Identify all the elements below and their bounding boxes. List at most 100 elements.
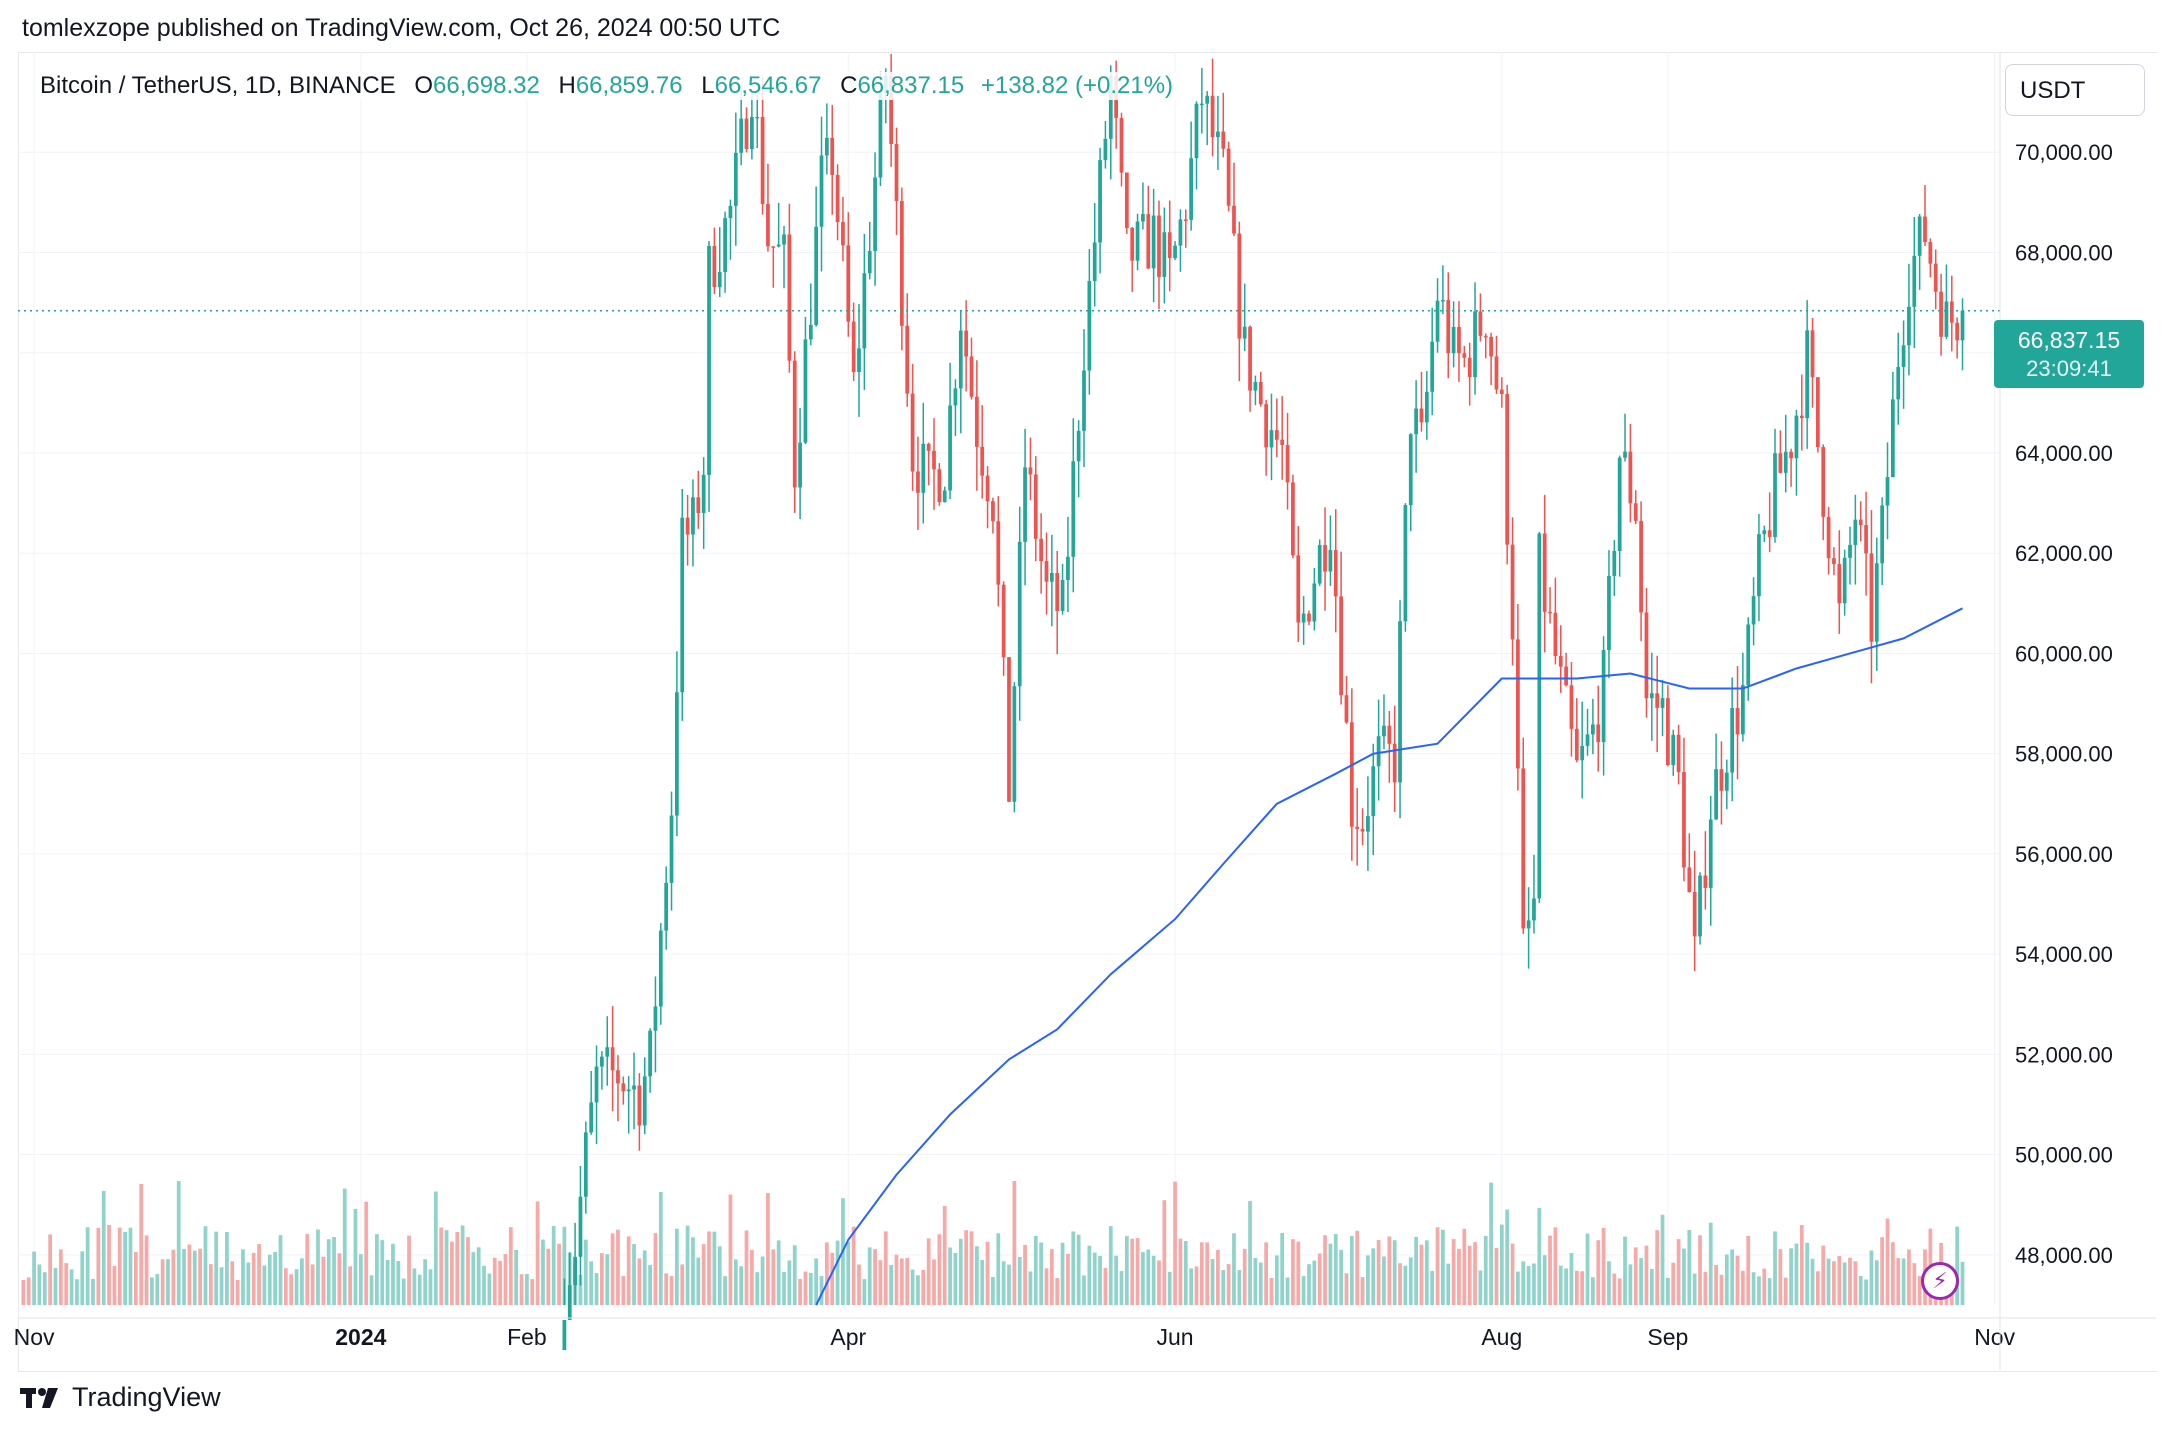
volume-bar [1392,1240,1397,1305]
volume-bar [1371,1248,1376,1305]
candle-body [610,1047,615,1071]
footer-brand[interactable]: TradingView [20,1382,221,1413]
volume-bar [1794,1243,1799,1305]
volume-bar [1569,1253,1574,1305]
symbol-name[interactable]: Bitcoin / TetherUS, 1D, BINANCE [40,72,396,99]
moving-average-line [815,607,1963,1306]
candle-body [1285,445,1290,483]
volume-bar [1087,1245,1092,1305]
volume-bar [353,1208,358,1305]
candle-body [707,246,711,475]
volume-bar [166,1259,170,1305]
candle-body [1253,381,1258,391]
volume-bar [958,1238,963,1305]
volume-bar [1623,1236,1627,1305]
candle-body [616,1070,620,1084]
volume-bar [187,1244,192,1305]
candle-body [1735,707,1740,735]
candle-body [1333,550,1338,597]
candle-body [1296,555,1301,623]
candle-body [1617,457,1622,551]
volume-bar [32,1251,36,1305]
volume-bar [1328,1243,1333,1305]
volume-bar [144,1235,149,1305]
volume-bar [1183,1240,1188,1305]
volume-bar [739,1266,744,1305]
volume-bar [1767,1278,1772,1305]
candlesticks [562,54,1965,1351]
candle-body [1307,613,1311,622]
volume-bar [1537,1207,1542,1305]
volume-bar [1837,1255,1842,1305]
candle-body [937,469,942,503]
volume-bar [605,1254,610,1305]
volume-bar [1724,1254,1729,1305]
volume-bar [1719,1274,1724,1305]
candle-body [755,116,760,119]
volume-bar [117,1227,122,1305]
candle-body [1682,772,1686,868]
candle-body [701,474,706,514]
y-tick-label: 48,000.00 [2015,1243,2113,1268]
volume-bar [1516,1271,1520,1305]
volume-bar [905,1257,910,1305]
volume-bar [1376,1240,1381,1305]
volume-bar [535,1201,540,1305]
volume-bar [1655,1230,1660,1305]
candle-body [841,222,845,246]
candle-body [1108,75,1113,139]
volume-bar [969,1231,974,1305]
chart-frame [18,52,2157,1372]
candle-body [835,174,840,223]
volume-bar [128,1227,133,1305]
candle-body [1821,447,1826,517]
volume-bar [241,1249,245,1305]
volume-bar [294,1269,299,1305]
volume-bar [696,1257,701,1305]
volume-bar [1071,1231,1076,1305]
candle-body [1489,336,1493,357]
volume-bar [1007,1264,1011,1305]
y-tick-label: 56,000.00 [2015,842,2113,867]
volume-bar [1660,1214,1665,1305]
candle-body [1724,772,1729,791]
volume-bar [760,1256,765,1305]
candle-body [1467,357,1472,377]
volume-bar [632,1244,636,1305]
volume-bar [412,1268,417,1305]
candle-body [1553,612,1558,657]
candle-body [1714,769,1718,820]
candle-body [675,692,679,816]
volume-bar [932,1259,936,1305]
volume-bar [48,1234,53,1305]
x-tick-label: Jun [1157,1324,1194,1350]
volume-bar [1762,1268,1767,1305]
candle-body [1890,399,1895,478]
candle-body [1601,650,1606,743]
volume-bar [380,1240,385,1305]
candle-body [632,1085,636,1090]
currency-button[interactable]: USDT [2005,64,2145,116]
candle-body [846,245,851,322]
volume-bar [428,1269,433,1305]
volume-bar [921,1269,926,1305]
candle-body [808,324,813,340]
volume-bar [262,1265,267,1305]
high-label: H [558,72,576,99]
volume-bar [1414,1236,1418,1305]
volume-bar [112,1265,117,1305]
volume-bar [1285,1277,1290,1305]
volume-bar [1848,1257,1852,1305]
volume-bar [1360,1277,1365,1305]
y-tick-label: 64,000.00 [2015,441,2113,466]
candle-body [1526,920,1531,929]
volume-bar [1242,1248,1247,1305]
lightning-alert-icon[interactable]: ⚡ [1921,1262,1959,1300]
candle-body [1869,553,1874,642]
volume-bar [1408,1257,1413,1305]
volume-bar [492,1257,497,1305]
candle-body [1532,898,1536,921]
volume-bar [75,1279,79,1305]
volume-bar [1542,1255,1547,1305]
